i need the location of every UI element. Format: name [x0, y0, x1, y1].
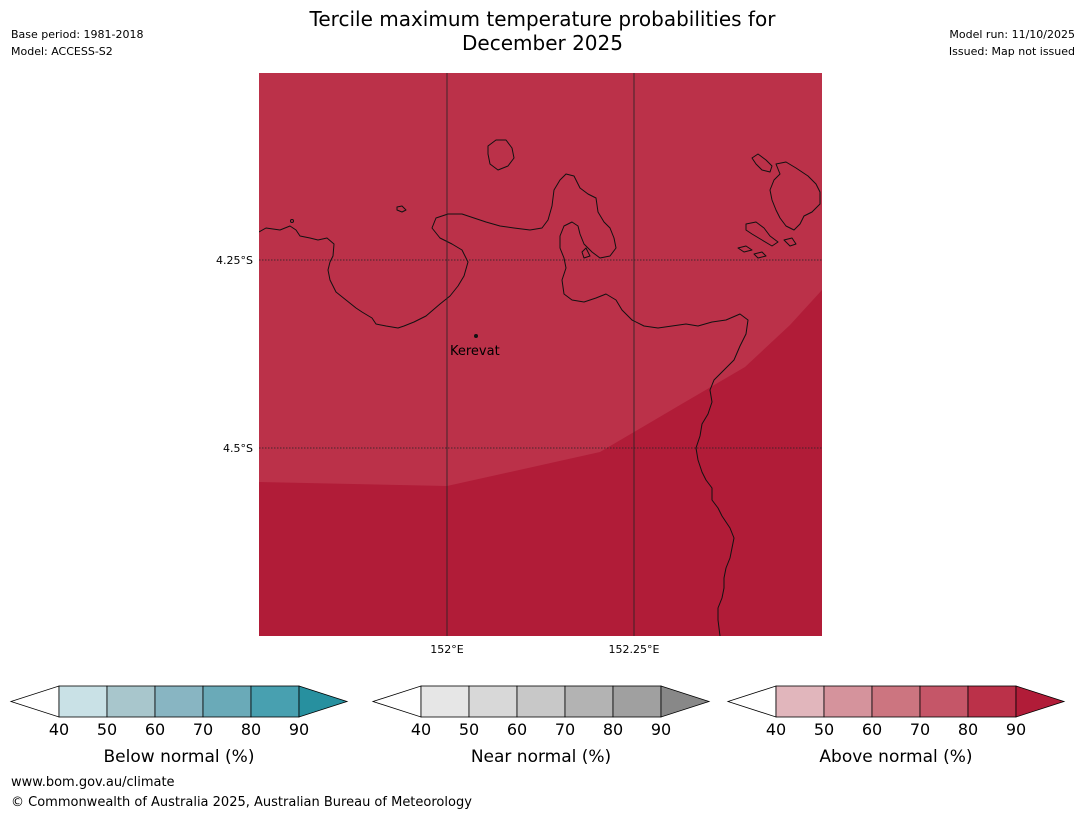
- meta-left: Base period: 1981-2018 Model: ACCESS-S2: [11, 26, 143, 60]
- legend-above-tick-label: 70: [910, 720, 930, 739]
- legend-above-title: Above normal (%): [819, 747, 972, 767]
- legend-below-normal: 40 50 60 70 80 90 Below normal (%): [9, 685, 349, 767]
- legend-near-tick-label: 70: [555, 720, 575, 739]
- legend-near-swatch: [516, 685, 566, 718]
- lat-label-4-5: 4.5°S: [223, 442, 253, 455]
- legend-above-swatch: [775, 685, 825, 718]
- legend-above-tick-label: 60: [862, 720, 882, 739]
- map-fill-above-90: [259, 290, 822, 636]
- legend-below-swatch: [58, 685, 108, 718]
- legend-near-tick-label: 60: [507, 720, 527, 739]
- legend-below-swatch: [202, 685, 252, 718]
- model-run-text: Model run: 11/10/2025: [949, 28, 1075, 41]
- legend-near-tick-label: 80: [603, 720, 623, 739]
- graticule: [259, 73, 822, 636]
- legend-above-tick-label: 90: [1006, 720, 1026, 739]
- legend-above-tick-label: 40: [766, 720, 786, 739]
- legend-below-extend-high: [298, 685, 349, 718]
- coastline-mainland: [259, 173, 749, 636]
- legend-above-extend-high: [1015, 685, 1066, 718]
- issued-text: Issued: Map not issued: [948, 45, 1075, 58]
- legend-near-swatch: [564, 685, 614, 718]
- legend-above-extend-low: [726, 685, 777, 718]
- legend-near-extend-low: [371, 685, 422, 718]
- legend-near-swatch: [612, 685, 662, 718]
- legend-above-swatch: [823, 685, 873, 718]
- legend-above-tick-label: 80: [958, 720, 978, 739]
- legend-above-tick-label: 50: [814, 720, 834, 739]
- legend-below-swatch: [154, 685, 204, 718]
- meta-right: Model run: 11/10/2025 Issued: Map not is…: [949, 26, 1075, 60]
- lat-label-4-25: 4.25°S: [216, 254, 253, 267]
- footer-url[interactable]: www.bom.gov.au/climate: [11, 775, 175, 790]
- lon-label-152-25: 152.25°E: [609, 643, 660, 656]
- legend-near-swatch: [468, 685, 518, 718]
- map-title-line1: Tercile maximum temperature probabilitie…: [309, 7, 776, 31]
- legend-near-tick-label: 50: [459, 720, 479, 739]
- legend-above-swatch: [967, 685, 1017, 718]
- model-text: Model: ACCESS-S2: [11, 45, 113, 58]
- coastline-duke-of-york: [737, 153, 821, 259]
- legend-below-swatch: [106, 685, 156, 718]
- footer-copyright: © Commonwealth of Australia 2025, Austra…: [11, 795, 472, 810]
- legend-below-extend-low: [9, 685, 60, 718]
- legend-near-swatch: [420, 685, 470, 718]
- coastline-island-1: [487, 139, 515, 171]
- legend-below-tick-label: 80: [241, 720, 261, 739]
- town-label: Kerevat: [450, 344, 500, 359]
- legend-near-extend-high: [660, 685, 711, 718]
- coastlines: [259, 139, 821, 636]
- base-period-text: Base period: 1981-2018: [11, 28, 144, 41]
- legend-above-swatch: [871, 685, 921, 718]
- lon-label-152: 152°E: [430, 643, 463, 656]
- legend-near-normal: 40 50 60 70 80 90 Near normal (%): [371, 685, 711, 767]
- town-marker[interactable]: [474, 334, 478, 338]
- legend-below-tick-label: 70: [193, 720, 213, 739]
- legend-above-normal: 40 50 60 70 80 90 Above normal (%): [726, 685, 1066, 767]
- legend-below-swatch: [250, 685, 300, 718]
- map-area[interactable]: Kerevat: [259, 73, 822, 636]
- coastline-island-3: [581, 247, 591, 259]
- legend-above-swatch: [919, 685, 969, 718]
- map-title: Tercile maximum temperature probabilitie…: [0, 7, 1085, 55]
- legend-near-title: Near normal (%): [471, 747, 611, 767]
- legend-below-tick-label: 40: [49, 720, 69, 739]
- legend-below-tick-label: 60: [145, 720, 165, 739]
- coastline-island-2: [396, 205, 407, 213]
- legend-below-title: Below normal (%): [104, 747, 255, 767]
- legend-near-tick-label: 90: [651, 720, 671, 739]
- legend-below-tick-label: 90: [289, 720, 309, 739]
- legend-below-tick-label: 50: [97, 720, 117, 739]
- legend-near-tick-label: 40: [411, 720, 431, 739]
- map-title-line2: December 2025: [462, 31, 623, 55]
- coastline-islet: [290, 219, 294, 223]
